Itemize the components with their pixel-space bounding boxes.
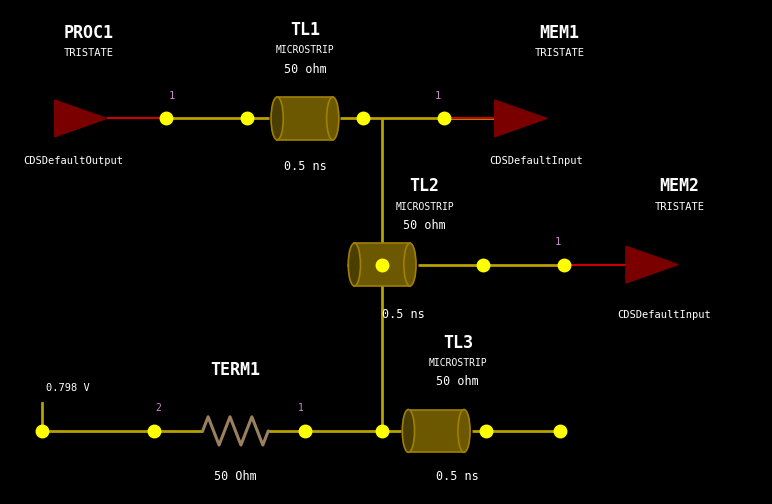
Text: MEM1: MEM1 bbox=[540, 24, 580, 42]
Bar bbox=[408, 409, 464, 453]
Polygon shape bbox=[626, 246, 678, 283]
Text: TRISTATE: TRISTATE bbox=[535, 48, 584, 58]
Text: 50 Ohm: 50 Ohm bbox=[214, 470, 257, 483]
Text: TRISTATE: TRISTATE bbox=[64, 48, 113, 58]
Ellipse shape bbox=[348, 243, 361, 286]
Bar bbox=[277, 97, 333, 140]
Text: 50 ohm: 50 ohm bbox=[283, 63, 327, 76]
Text: MICROSTRIP: MICROSTRIP bbox=[395, 202, 454, 212]
Polygon shape bbox=[55, 100, 107, 137]
Text: 2: 2 bbox=[155, 403, 161, 413]
Text: 1: 1 bbox=[169, 91, 175, 101]
Text: 0.5 ns: 0.5 ns bbox=[283, 160, 327, 173]
Ellipse shape bbox=[271, 97, 283, 140]
Text: MEM2: MEM2 bbox=[659, 177, 699, 196]
Ellipse shape bbox=[402, 409, 415, 453]
Text: CDSDefaultInput: CDSDefaultInput bbox=[617, 310, 711, 320]
Text: 1: 1 bbox=[435, 91, 441, 101]
Text: TERM1: TERM1 bbox=[211, 361, 260, 380]
Text: 50 ohm: 50 ohm bbox=[436, 375, 479, 388]
Bar bbox=[354, 243, 410, 286]
Text: TL2: TL2 bbox=[410, 177, 439, 196]
Text: TRISTATE: TRISTATE bbox=[655, 202, 704, 212]
Text: 0.5 ns: 0.5 ns bbox=[436, 470, 479, 483]
Ellipse shape bbox=[458, 409, 470, 453]
Polygon shape bbox=[495, 100, 547, 137]
Text: TL1: TL1 bbox=[290, 21, 320, 39]
Text: TL3: TL3 bbox=[443, 334, 472, 352]
Text: 0.5 ns: 0.5 ns bbox=[382, 308, 425, 322]
Text: MICROSTRIP: MICROSTRIP bbox=[428, 358, 487, 368]
Ellipse shape bbox=[327, 97, 339, 140]
Text: MICROSTRIP: MICROSTRIP bbox=[276, 45, 334, 55]
Text: 1: 1 bbox=[554, 237, 560, 247]
Text: CDSDefaultOutput: CDSDefaultOutput bbox=[23, 156, 124, 166]
Text: 0.798 V: 0.798 V bbox=[46, 383, 90, 393]
Text: 1: 1 bbox=[298, 403, 304, 413]
Ellipse shape bbox=[404, 243, 416, 286]
Text: CDSDefaultInput: CDSDefaultInput bbox=[489, 156, 584, 166]
Text: 50 ohm: 50 ohm bbox=[403, 219, 446, 232]
Text: PROC1: PROC1 bbox=[64, 24, 113, 42]
